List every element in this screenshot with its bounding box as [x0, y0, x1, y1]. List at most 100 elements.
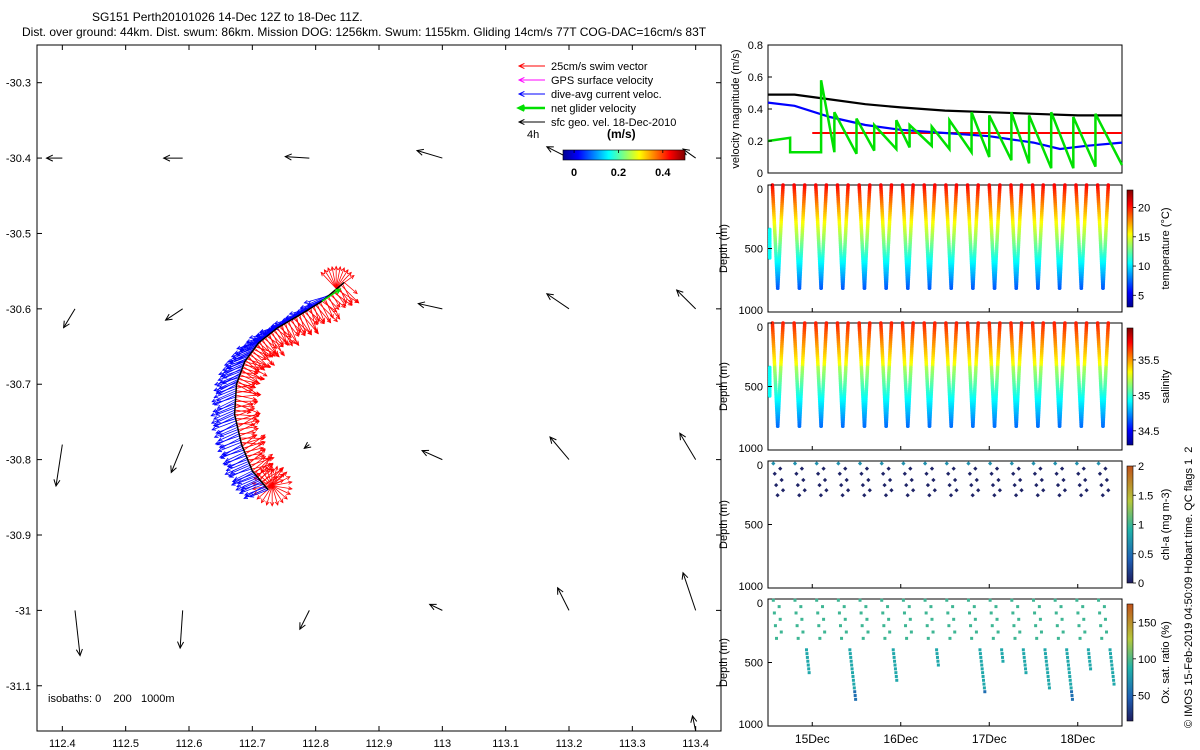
glider-track — [210, 265, 360, 507]
oxygen-y-axis: 0 500 1000 — [739, 598, 772, 731]
swim-vector-arrow — [271, 465, 279, 486]
swim-vector-arrow — [335, 271, 352, 289]
geo-vector-arrow — [162, 154, 183, 162]
geo-vector-arrow — [74, 610, 83, 657]
swim-vector-arrow — [234, 400, 259, 409]
legend-arrow-1 — [517, 76, 545, 84]
dac-vector-arrow — [303, 298, 326, 311]
oxygen-ylabel: Depth (m) — [718, 638, 730, 687]
temperature-ylabel: Depth (m) — [718, 224, 730, 273]
chl-colorbar-label: chl-a (mg m-3) — [1160, 489, 1172, 561]
swim-vector-arrow — [310, 308, 318, 333]
dac-vector-arrow — [213, 394, 236, 406]
dac-vector-arrow — [240, 481, 262, 493]
date-tick-label: 15Dec — [795, 732, 830, 746]
temperature-colorbar-tick-label: 5 — [1138, 290, 1144, 302]
swim-vector-arrow — [256, 472, 273, 487]
map-x-tick-label: 112.8 — [302, 738, 329, 750]
dac-vector-arrow — [232, 471, 254, 484]
time-label: 4h — [527, 129, 539, 141]
salinity-colorbar-tick-label: 35.5 — [1138, 355, 1159, 367]
velocity-series-sfc-geo — [768, 93, 1122, 117]
map-legend: 25cm/s swim vector GPS surface velocity di… — [516, 61, 676, 129]
dac-vector-arrow — [217, 370, 242, 382]
dac-vector-arrow — [213, 426, 238, 438]
velocity-y-tick-label: 0 — [757, 168, 763, 180]
dac-vector-arrow — [228, 350, 253, 363]
swim-vector-arrow — [271, 485, 292, 495]
map-colorbar-ticks: 0 0.2 0.4 — [571, 150, 671, 179]
legend-label-2: dive-avg current veloc. — [551, 89, 662, 101]
swim-vector-arrow — [234, 413, 260, 419]
map-colorbar — [562, 149, 686, 161]
dac-vector-arrow — [216, 375, 240, 387]
dac-vector-arrow — [236, 343, 258, 356]
map-x-tick-label: 113 — [434, 738, 452, 750]
map-y-tick-label: -30.5 — [6, 228, 31, 240]
swim-vector-arrow — [334, 290, 347, 307]
geo-vector-arrow — [177, 610, 185, 650]
swim-vector-arrow — [239, 427, 259, 437]
salinity-y-tick-label: 1000 — [739, 443, 763, 455]
date-tick-label: 16Dec — [883, 732, 918, 746]
temperature-profiles — [767, 183, 1111, 290]
date-tick-label: 17Dec — [972, 732, 1007, 746]
dac-vector-arrow — [213, 388, 237, 399]
swim-vector-arrow — [235, 398, 254, 406]
dac-vector-arrow — [225, 461, 249, 472]
chl-colorbar-tick-label: 2 — [1138, 461, 1144, 473]
swim-vector-arrow — [296, 316, 302, 334]
swim-vector-arrow — [335, 269, 349, 289]
map-x-tick-label: 112.7 — [239, 738, 266, 750]
swim-vector-arrow — [272, 480, 293, 487]
oxygen-y-tick-label: 500 — [745, 658, 763, 670]
swim-vector-arrow — [242, 366, 263, 380]
swim-vector-arrow — [335, 265, 342, 289]
velocity-ylabel: velocity magnitude (m/s) — [730, 49, 742, 168]
swim-vector-arrow — [331, 293, 341, 308]
swim-vector-arrow — [282, 324, 288, 345]
temperature-colorbar — [1126, 189, 1134, 308]
velocity-y-tick-label: 0.4 — [748, 104, 763, 116]
velocity-series-dive-avg — [767, 101, 1123, 151]
swim-vector-arrow — [271, 485, 279, 506]
chl-colorbar — [1126, 465, 1134, 584]
swim-vector-arrow — [241, 369, 259, 383]
swim-vector-arrow — [324, 298, 334, 319]
swim-vector-arrow — [327, 295, 340, 319]
chl-profiles — [771, 461, 1111, 498]
swim-vector-arrow — [269, 464, 274, 486]
swim-vector-arrow — [256, 485, 273, 500]
dac-vector-arrow — [244, 485, 265, 498]
swim-vector-arrow — [257, 343, 273, 366]
swim-vector-arrow — [239, 430, 256, 436]
dac-vector-arrow — [213, 409, 236, 420]
map-x-tick-label: 112.9 — [366, 738, 393, 750]
dac-vector-arrow — [214, 416, 236, 427]
map-x-tick-label: 112.4 — [49, 738, 76, 750]
swim-vector-arrow — [271, 467, 283, 486]
geo-vector-arrow — [675, 289, 697, 310]
geo-vector-arrow — [53, 444, 63, 488]
dac-vector-arrow — [214, 401, 236, 413]
swim-vector-arrow — [271, 331, 284, 356]
swim-vector-arrow — [335, 267, 345, 289]
oxygen-colorbar-tick-label: 100 — [1138, 654, 1156, 666]
oxygen-profiles — [771, 598, 1116, 701]
oxygen-y-tick-label: 0 — [757, 598, 763, 610]
legend-arrow-0 — [517, 62, 545, 70]
dac-vector-arrow — [233, 470, 253, 481]
swim-vector-arrow — [250, 353, 265, 370]
chl-y-tick-label: 0 — [757, 460, 763, 472]
legend-label-3: net glider velocity — [551, 103, 636, 115]
swim-vector-arrow — [340, 284, 360, 304]
dac-vector-arrow — [216, 398, 236, 409]
dac-vector-arrow — [307, 294, 331, 306]
map-y-tick-label: -30.4 — [6, 153, 31, 165]
map-x-tick-label: 113.4 — [682, 738, 709, 750]
chl-y-tick-label: 500 — [745, 520, 763, 532]
legend-label-0: 25cm/s swim vector — [551, 61, 648, 73]
swim-vector-arrow — [238, 425, 258, 430]
map-y-tick-label: -30.9 — [6, 530, 31, 542]
